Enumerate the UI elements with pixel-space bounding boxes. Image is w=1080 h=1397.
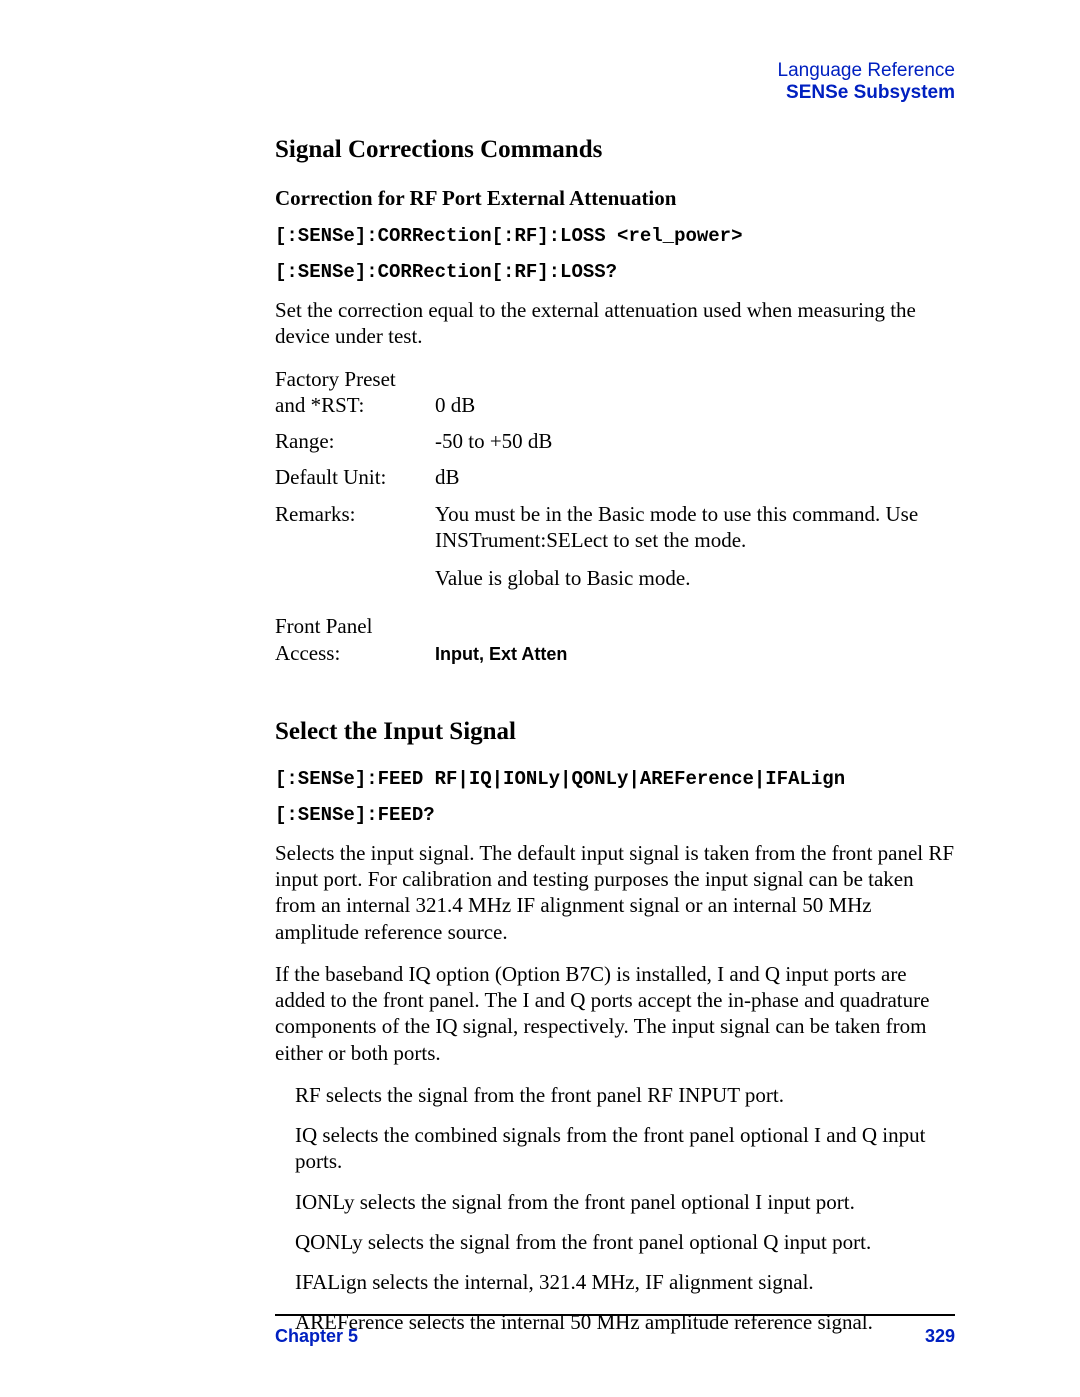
section-title: Select the Input Signal — [275, 718, 955, 746]
scpi-command-query: [:SENSe]:CORRection[:RF]:LOSS? — [275, 261, 955, 283]
param-value: dB — [435, 464, 955, 490]
param-row-range: Range: -50 to +50 dB — [275, 428, 955, 454]
page-footer: Chapter 5 329 — [275, 1314, 955, 1347]
page-number: 329 — [925, 1326, 955, 1347]
paragraph: Selects the input signal. The default in… — [275, 840, 955, 945]
param-row-unit: Default Unit: dB — [275, 464, 955, 490]
param-row-access: Front Panel Access: Input, Ext Atten — [275, 613, 955, 666]
list-item: IONLy selects the signal from the front … — [295, 1189, 955, 1215]
section-select-input: Select the Input Signal [:SENSe]:FEED RF… — [275, 718, 955, 1336]
list-item: IFALign selects the internal, 321.4 MHz,… — [295, 1269, 955, 1295]
param-label: Front Panel Access: — [275, 613, 435, 666]
param-value: 0 dB — [435, 392, 955, 418]
list-item: QONLy selects the signal from the front … — [295, 1229, 955, 1255]
param-value: Input, Ext Atten — [435, 643, 955, 666]
remarks-text: You must be in the Basic mode to use thi… — [435, 501, 955, 554]
section-subtitle: Correction for RF Port External Attenuat… — [275, 186, 955, 211]
scpi-command-set: [:SENSe]:FEED RF|IQ|IONLy|QONLy|AREFeren… — [275, 768, 955, 790]
param-value: You must be in the Basic mode to use thi… — [435, 501, 955, 604]
paragraph: If the baseband IQ option (Option B7C) i… — [275, 961, 955, 1066]
header-reference: Language Reference — [275, 60, 955, 82]
footer-row: Chapter 5 329 — [275, 1326, 955, 1347]
list-item: RF selects the signal from the front pan… — [295, 1082, 955, 1108]
parameter-table: Factory Preset and *RST: 0 dB Range: -50… — [275, 366, 955, 666]
param-label: Remarks: — [275, 501, 435, 604]
param-label: Factory Preset and *RST: — [275, 366, 435, 419]
section-signal-corrections: Signal Corrections Commands Correction f… — [275, 136, 955, 666]
header-subsystem: SENSe Subsystem — [275, 82, 955, 104]
scpi-command-query: [:SENSe]:FEED? — [275, 804, 955, 826]
section-description: Set the correction equal to the external… — [275, 297, 955, 350]
param-row-preset: Factory Preset and *RST: 0 dB — [275, 366, 955, 419]
list-item: IQ selects the combined signals from the… — [295, 1122, 955, 1175]
footer-rule — [275, 1314, 955, 1316]
param-label: Range: — [275, 428, 435, 454]
page-header: Language Reference SENSe Subsystem — [275, 60, 955, 104]
remarks-text: Value is global to Basic mode. — [435, 565, 955, 591]
param-row-remarks: Remarks: You must be in the Basic mode t… — [275, 501, 955, 604]
chapter-label: Chapter 5 — [275, 1326, 358, 1347]
param-value: -50 to +50 dB — [435, 428, 955, 454]
param-label: Default Unit: — [275, 464, 435, 490]
document-page: Language Reference SENSe Subsystem Signa… — [0, 0, 1080, 1397]
scpi-command-set: [:SENSe]:CORRection[:RF]:LOSS <rel_power… — [275, 225, 955, 247]
option-list: RF selects the signal from the front pan… — [295, 1082, 955, 1336]
section-title: Signal Corrections Commands — [275, 136, 955, 164]
